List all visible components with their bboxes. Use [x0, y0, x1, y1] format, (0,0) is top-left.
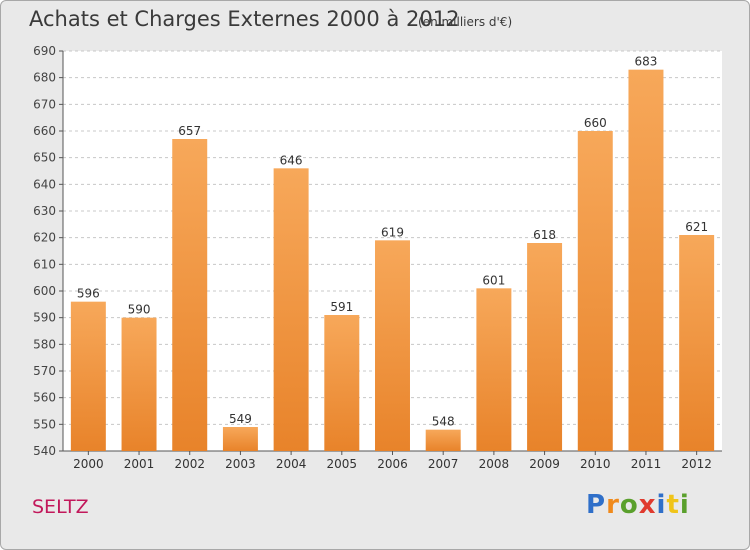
- y-tick-label: 610: [33, 257, 56, 271]
- data-label-2011: 683: [635, 55, 658, 69]
- x-tick-label-2002: 2002: [174, 457, 205, 471]
- data-label-2012: 621: [685, 220, 708, 234]
- x-tick-label-2005: 2005: [327, 457, 358, 471]
- x-tick-label-2012: 2012: [681, 457, 712, 471]
- y-tick-label: 630: [33, 204, 56, 218]
- bar-2003: [222, 427, 258, 451]
- data-label-2008: 601: [482, 273, 505, 287]
- x-tick-label-2000: 2000: [73, 457, 104, 471]
- y-tick-label: 650: [33, 151, 56, 165]
- x-tick-label-2011: 2011: [631, 457, 662, 471]
- x-tick-label-2006: 2006: [377, 457, 408, 471]
- logo-letter: o: [619, 490, 639, 520]
- y-tick-label: 560: [33, 391, 56, 405]
- bar-2008: [476, 288, 512, 451]
- bar-2011: [628, 69, 664, 452]
- y-tick-label: 600: [33, 284, 56, 298]
- logo-letter: i: [679, 490, 690, 520]
- x-tick-label-2001: 2001: [124, 457, 155, 471]
- data-label-2007: 548: [432, 415, 455, 429]
- x-tick-label-2010: 2010: [580, 457, 611, 471]
- bar-2000: [70, 301, 106, 451]
- x-tick-label-2009: 2009: [529, 457, 560, 471]
- data-label-2001: 590: [128, 303, 151, 317]
- y-tick-label: 640: [33, 177, 56, 191]
- data-label-2003: 549: [229, 412, 252, 426]
- logo-letter: i: [656, 490, 667, 520]
- bar-2009: [527, 243, 563, 451]
- bar-2007: [425, 429, 461, 451]
- data-label-2010: 660: [584, 116, 607, 130]
- y-tick-label: 570: [33, 364, 56, 378]
- proxiti-logo: Proxiti: [586, 490, 690, 520]
- chart-title: Achats et Charges Externes 2000 à 2012: [29, 7, 460, 31]
- y-tick-label: 670: [33, 97, 56, 111]
- bar-2005: [324, 315, 360, 451]
- logo-letter: t: [666, 490, 680, 520]
- y-tick-label: 660: [33, 124, 56, 138]
- chart-subtitle: (en milliers d'€): [418, 15, 513, 29]
- logo-letter: x: [638, 490, 657, 520]
- y-tick-label: 580: [33, 337, 56, 351]
- x-tick-label-2008: 2008: [479, 457, 510, 471]
- y-tick-label: 620: [33, 231, 56, 245]
- bar-2010: [577, 131, 613, 451]
- y-tick-label: 590: [33, 311, 56, 325]
- logo-letter: P: [586, 490, 607, 520]
- commune-name: SELTZ: [32, 496, 89, 518]
- x-tick-label-2007: 2007: [428, 457, 459, 471]
- data-label-2009: 618: [533, 228, 556, 242]
- y-tick-label: 540: [33, 444, 56, 458]
- y-tick-label: 550: [33, 417, 56, 431]
- bar-2001: [121, 317, 157, 451]
- data-label-2004: 646: [280, 153, 303, 167]
- bar-2002: [172, 139, 208, 451]
- data-label-2000: 596: [77, 287, 100, 301]
- x-tick-label-2004: 2004: [276, 457, 307, 471]
- data-label-2002: 657: [178, 124, 201, 138]
- logo-letter: r: [606, 490, 620, 520]
- bar-2012: [679, 235, 715, 451]
- bar-2006: [375, 240, 410, 451]
- x-tick-label-2003: 2003: [225, 457, 256, 471]
- y-tick-label: 690: [33, 44, 56, 58]
- bar-2004: [273, 168, 309, 452]
- data-label-2006: 619: [381, 225, 404, 239]
- data-label-2005: 591: [330, 300, 353, 314]
- y-tick-label: 680: [33, 71, 56, 85]
